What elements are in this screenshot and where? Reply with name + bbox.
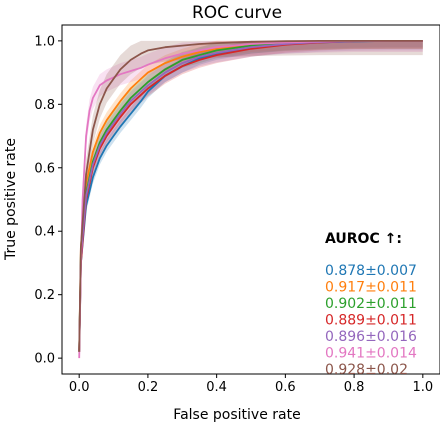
x-tick-label-2: 0.4 xyxy=(206,380,227,395)
legend-entry-5: 0.941±0.014 xyxy=(325,346,417,362)
x-axis-ticks: 0.0 0.2 0.4 0.6 0.8 1.0 xyxy=(69,374,433,395)
y-tick-label-4: 0.8 xyxy=(34,98,55,113)
legend-entry-3: 0.889±0.011 xyxy=(325,313,417,329)
confidence-bands xyxy=(79,40,423,359)
series-lines xyxy=(78,40,423,359)
y-axis-ticks: 0.0 0.2 0.4 0.6 0.8 1.0 xyxy=(34,34,62,367)
y-tick-label-3: 0.6 xyxy=(34,161,55,176)
legend-entry-2: 0.902±0.011 xyxy=(325,296,417,312)
y-tick-label-2: 0.4 xyxy=(34,225,55,240)
legend-entry-1: 0.917±0.011 xyxy=(325,280,417,296)
x-tick-label-5: 1.0 xyxy=(412,380,433,395)
band-series-6 xyxy=(79,40,423,359)
y-tick-label-0: 0.0 xyxy=(34,352,55,367)
y-tick-label-5: 1.0 xyxy=(34,34,55,49)
x-tick-label-3: 0.6 xyxy=(275,380,296,395)
y-axis-label: True positive rate xyxy=(3,138,19,261)
band-series-5 xyxy=(79,40,423,359)
legend: AUROC ↑: 0.878±0.0070.917±0.0110.902±0.0… xyxy=(325,231,417,378)
line-series-5 xyxy=(78,40,423,359)
legend-entry-0: 0.878±0.007 xyxy=(325,263,417,279)
plot-frame xyxy=(61,24,440,375)
line-series-6 xyxy=(78,40,423,352)
x-tick-label-1: 0.2 xyxy=(138,380,159,395)
x-tick-label-4: 0.8 xyxy=(344,380,365,395)
legend-title: AUROC ↑: xyxy=(325,231,402,247)
x-tick-label-0: 0.0 xyxy=(69,380,90,395)
x-axis-label: False positive rate xyxy=(173,407,300,423)
legend-entry-4: 0.896±0.016 xyxy=(325,329,417,345)
legend-entry-6: 0.928±0.02 xyxy=(325,362,408,378)
y-tick-label-1: 0.2 xyxy=(34,288,55,303)
chart-title: ROC curve xyxy=(192,3,282,23)
